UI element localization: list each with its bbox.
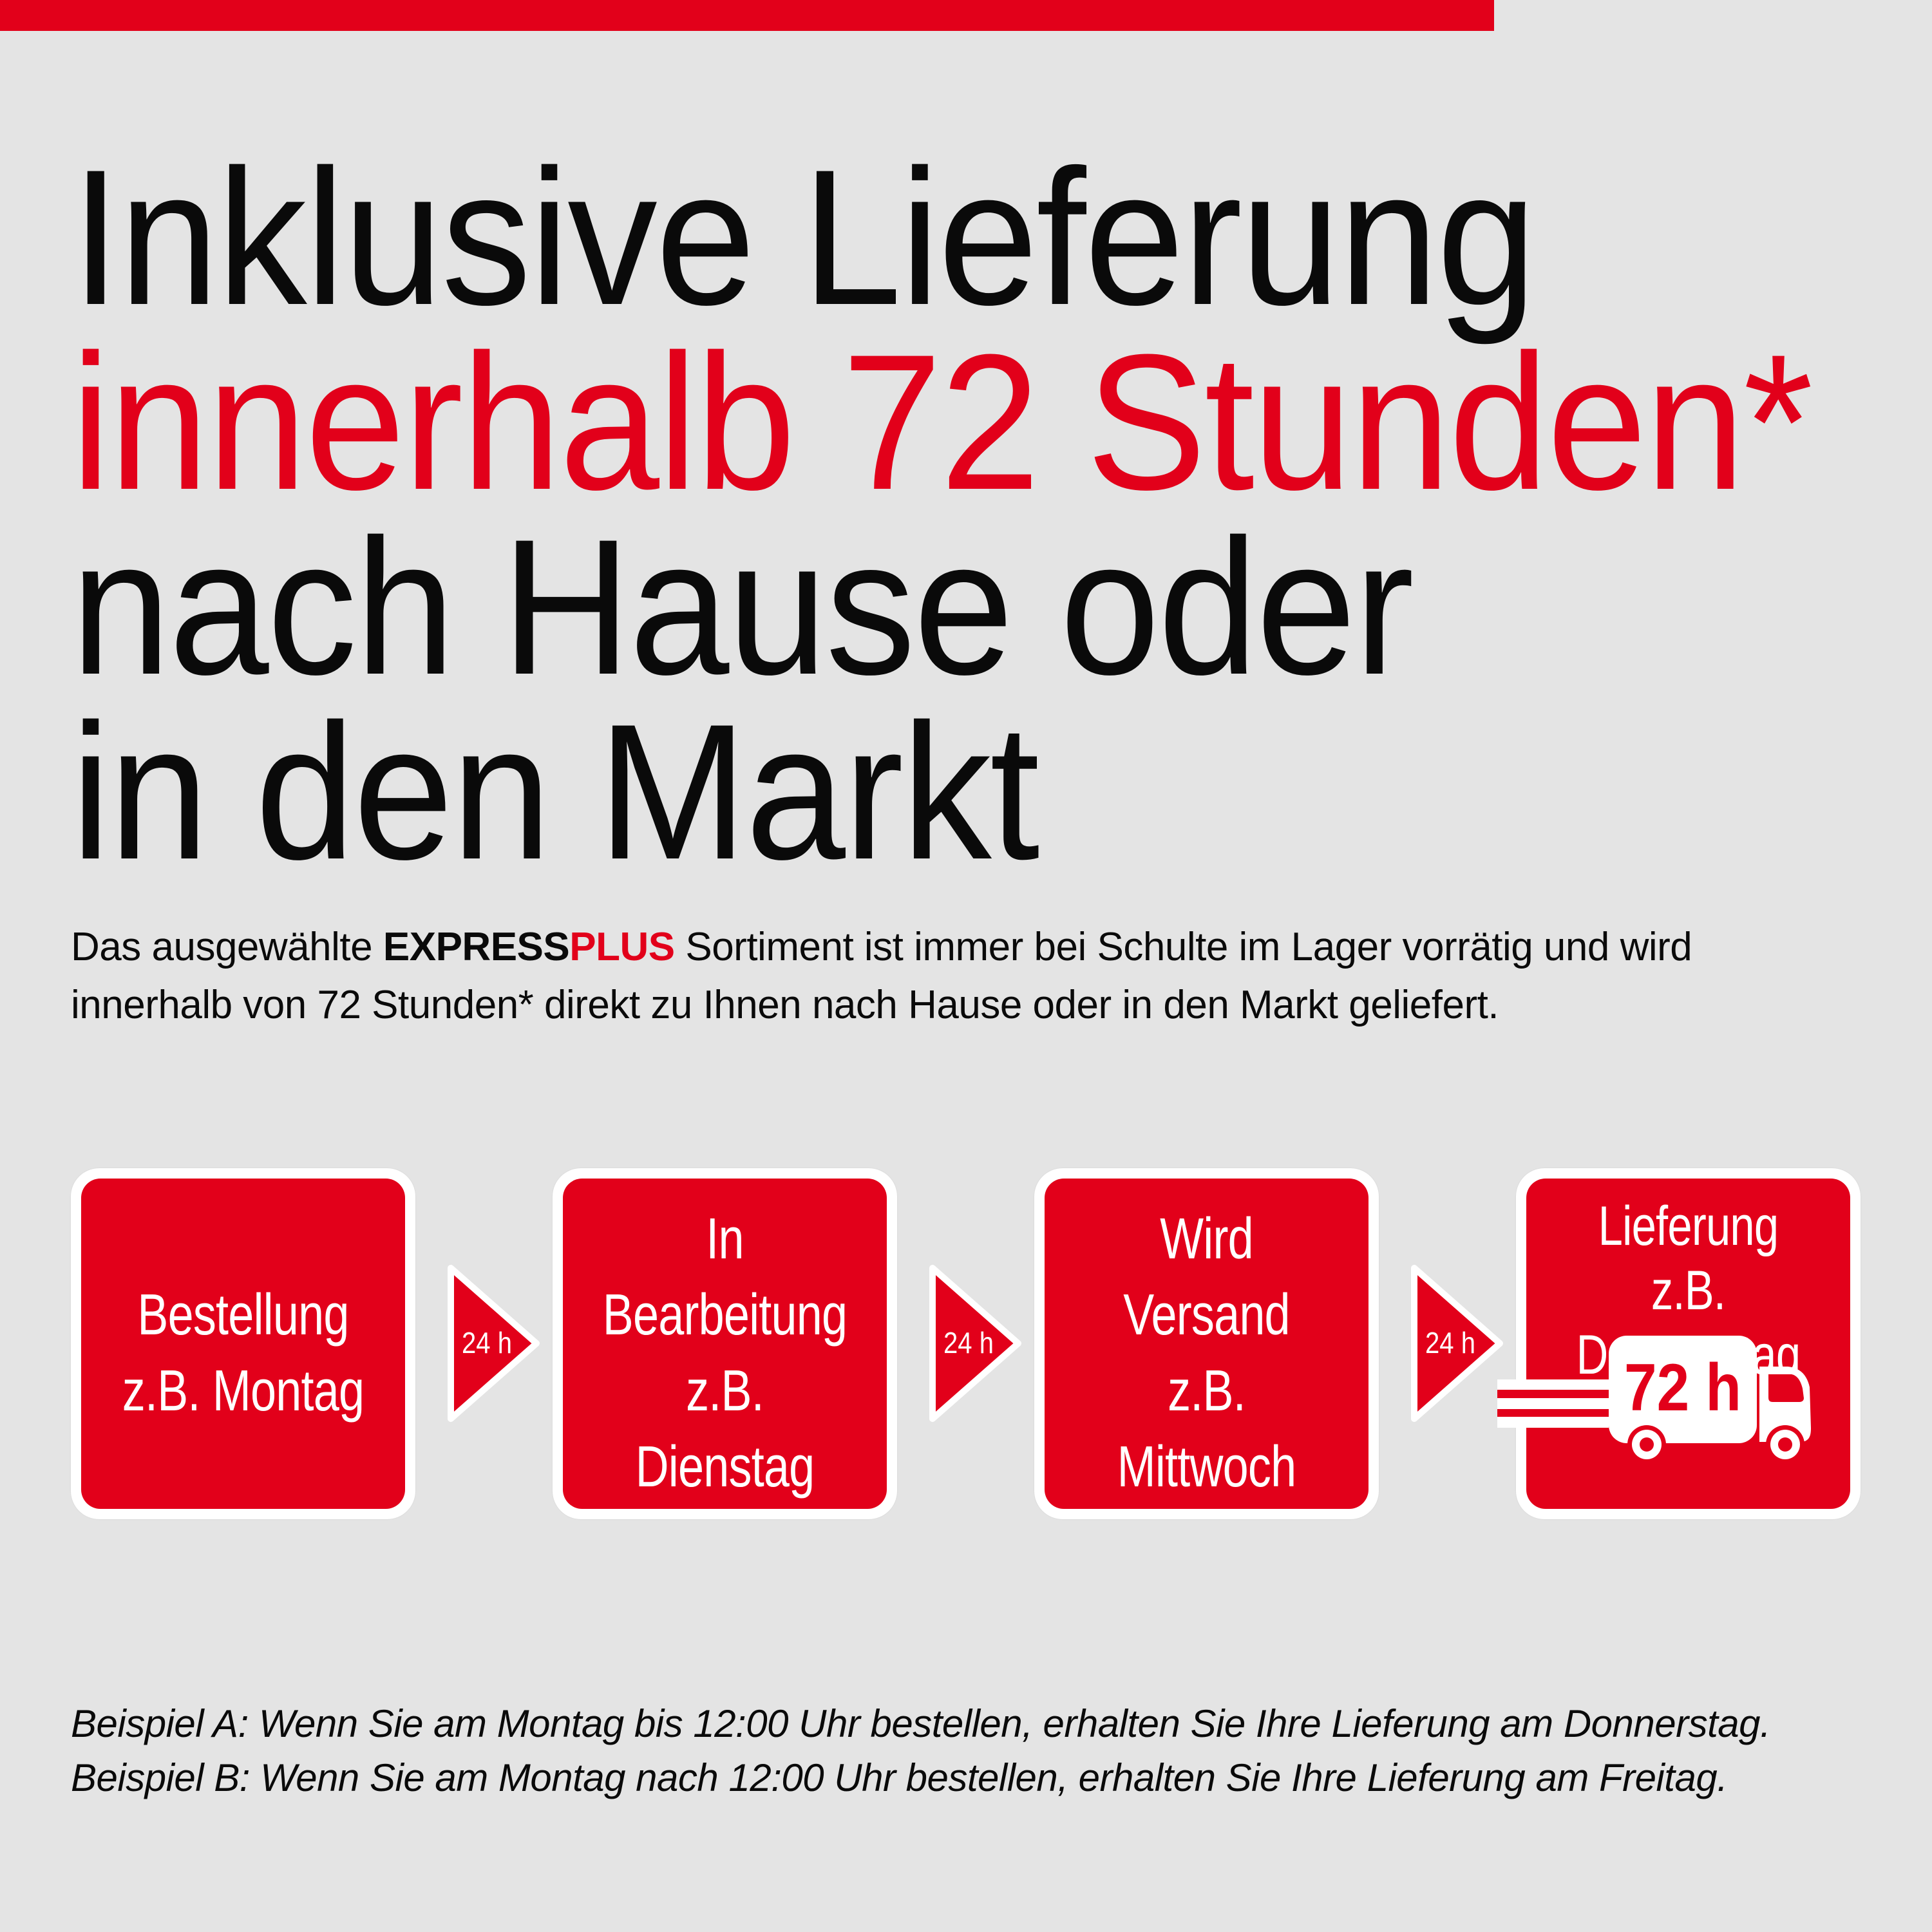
step-title: Wird Versand xyxy=(1123,1206,1290,1347)
flow-arrow-icon: 24 h xyxy=(1411,1265,1503,1422)
truck-cargo-box xyxy=(1609,1336,1757,1443)
speed-lines-icon xyxy=(1497,1379,1609,1428)
intro-paragraph: Das ausgewählte EXPRESSPLUS Sortiment is… xyxy=(71,918,1913,1034)
headline-line-1: Inklusive Lieferung xyxy=(71,129,1537,345)
arrow-duration-label: 24 h xyxy=(1425,1326,1475,1359)
intro-text: Das ausgewählte xyxy=(71,925,383,969)
top-accent-bar xyxy=(0,0,1494,31)
badge-72h: 72 h xyxy=(1624,1350,1741,1425)
arrow-duration-label: 24 h xyxy=(943,1326,994,1359)
step-subtitle: z.B. Montag xyxy=(122,1358,365,1423)
truck-wheel-front xyxy=(1766,1425,1804,1464)
brand-plus: PLUS xyxy=(569,925,675,969)
step-label: In Bearbeitung z.B. Dienstag xyxy=(595,1201,854,1505)
truck-wheel-rear xyxy=(1627,1425,1666,1464)
arrow-duration-label: 24 h xyxy=(462,1326,512,1359)
example-a: Beispiel A: Wenn Sie am Montag bis 12:00… xyxy=(71,1702,1771,1745)
step-label: Wird Versand z.B. Mittwoch xyxy=(1077,1201,1336,1505)
flow-step-card: In Bearbeitung z.B. Dienstag xyxy=(563,1179,887,1509)
flow-step-order: Bestellung z.B. Montag xyxy=(71,1168,415,1519)
truck-window xyxy=(1768,1374,1804,1402)
step-label: Bestellung z.B. Montag xyxy=(113,1277,372,1429)
flow-step-card: Bestellung z.B. Montag xyxy=(81,1179,405,1509)
flow-arrow-icon: 24 h xyxy=(448,1265,540,1422)
flow-arrow-icon: 24 h xyxy=(929,1265,1021,1422)
brand-express: EXPRESS xyxy=(383,925,570,969)
headline-line-4: in den Markt xyxy=(71,683,1039,900)
step-title: Bestellung xyxy=(137,1282,349,1347)
flow-step-shipping: Wird Versand z.B. Mittwoch xyxy=(1034,1168,1379,1519)
step-title: In Bearbeitung xyxy=(602,1206,848,1347)
headline-line-2-highlight: innerhalb 72 Stunden* xyxy=(71,314,1813,530)
flow-step-card: Wird Versand z.B. Mittwoch xyxy=(1045,1179,1368,1509)
step-subtitle: z.B. Mittwoch xyxy=(1117,1358,1296,1499)
step-title: Lieferung xyxy=(1598,1195,1779,1257)
step-subtitle: z.B. Dienstag xyxy=(635,1358,815,1499)
example-b: Beispiel B: Wenn Sie am Montag nach 12:0… xyxy=(71,1756,1728,1799)
flow-step-processing: In Bearbeitung z.B. Dienstag xyxy=(553,1168,897,1519)
examples-note: Beispiel A: Wenn Sie am Montag bis 12:00… xyxy=(71,1697,1913,1805)
intro-line-1: Das ausgewählte EXPRESSPLUS Sortiment is… xyxy=(71,918,1913,976)
truck-icon: 72 h xyxy=(1497,1336,1811,1464)
headline-line-3: nach Hause oder xyxy=(71,498,1414,715)
intro-line-2: innerhalb von 72 Stunden* direkt zu Ihne… xyxy=(71,983,1499,1027)
intro-text: Sortiment ist immer bei Schulte im Lager… xyxy=(674,925,1692,969)
